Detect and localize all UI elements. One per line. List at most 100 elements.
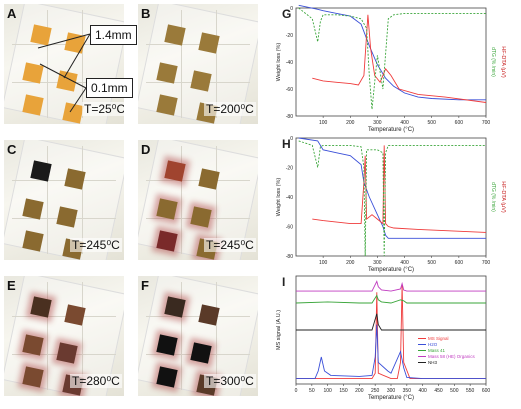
- panel-letter: A: [7, 6, 17, 21]
- x-tick-label: 100: [319, 120, 328, 126]
- x-tick-label: 400: [400, 260, 409, 266]
- sample-square: [164, 160, 186, 182]
- series-line-i-3: [296, 280, 486, 292]
- chart-area: G 100 200 300 400 500 600 700 Temperature (°C) 0 -…: [276, 4, 506, 401]
- x-tick-label: 250: [371, 388, 380, 394]
- y-axis-label: Weight loss (%): [276, 178, 282, 217]
- y2-axis-label: dTG (% /min): [490, 47, 496, 77]
- depth-callout: 0.1mm: [86, 78, 133, 98]
- x-tick-label: 600: [455, 120, 464, 126]
- legend-entry: H2O: [428, 342, 438, 347]
- x-tick-label: 200: [355, 388, 364, 394]
- x-tick-label: 700: [482, 260, 491, 266]
- y-tick-label: -20: [286, 33, 293, 39]
- panel-letter: E: [7, 278, 16, 293]
- legend-entry: Mass 41: [428, 348, 446, 353]
- legend-entry: Mass 58 (HE) Organics: [428, 354, 476, 359]
- sample-square: [22, 334, 44, 356]
- panel-letter: C: [7, 142, 17, 157]
- panel-letter: D: [141, 142, 151, 157]
- series-line-h-0: [298, 137, 486, 239]
- sample-square: [64, 168, 86, 190]
- y2-axis-label: dTG (% /min): [490, 182, 496, 212]
- sample-square: [156, 334, 178, 356]
- chart-letter-i: I: [282, 275, 285, 289]
- series-line-h-1: [312, 145, 487, 233]
- sample-square: [22, 198, 44, 220]
- x-tick-label: 500: [428, 260, 437, 266]
- series-line-i-0: [296, 284, 486, 380]
- series-line-h-2: [298, 140, 486, 257]
- photo-panel-c: C T=245⁰C: [4, 140, 124, 260]
- sample-square: [190, 342, 212, 364]
- y-axis-label: MS signal (A.U.): [276, 310, 282, 350]
- x-tick-label: 700: [482, 120, 491, 126]
- y-tick-label: -80: [286, 254, 293, 260]
- x-tick-label: 200: [346, 260, 355, 266]
- thickness-callout: 1.4mm: [90, 25, 137, 45]
- sample-square: [30, 296, 52, 318]
- y-tick-label: -80: [286, 114, 293, 120]
- x-tick-label: 200: [346, 120, 355, 126]
- panel-temperature: T=245⁰C: [70, 238, 122, 252]
- y-tick-label: -20: [286, 166, 293, 172]
- x-tick-label: 550: [466, 388, 475, 394]
- x-axis-label: Temperature (°C): [368, 395, 414, 401]
- x-axis-label: Temperature (°C): [368, 127, 414, 133]
- panel-temperature: T=200⁰C: [204, 102, 256, 116]
- y3-axis-label: HF-DTA (µV): [500, 46, 506, 78]
- sample-square: [30, 160, 52, 182]
- x-tick-label: 600: [482, 388, 491, 394]
- x-tick-label: 600: [455, 260, 464, 266]
- chart-letter-g: G: [282, 7, 291, 21]
- panel-letter: B: [141, 6, 151, 21]
- y-tick-label: 0: [290, 136, 293, 142]
- sample-square: [198, 304, 220, 326]
- x-tick-label: 400: [418, 388, 427, 394]
- sample-square: [156, 230, 178, 252]
- x-tick-label: 500: [428, 120, 437, 126]
- sample-square: [56, 342, 78, 364]
- sample-square: [22, 230, 44, 252]
- chart-frame-g: [295, 7, 487, 117]
- photo-panel-a: A T=25⁰C: [4, 4, 124, 124]
- sample-square: [190, 206, 212, 228]
- x-tick-label: 400: [400, 120, 409, 126]
- y-tick-label: -60: [286, 87, 293, 93]
- series-line-i-1: [296, 324, 486, 380]
- series-line-i-4: [296, 313, 486, 331]
- sample-square: [64, 304, 86, 326]
- x-tick-label: 100: [323, 388, 332, 394]
- legend-entry: MS Signal: [428, 336, 449, 341]
- series-line-i-2: [295, 294, 486, 304]
- legend-entry: NH3: [428, 360, 437, 365]
- x-tick-label: 350: [403, 388, 412, 394]
- x-tick-label: 300: [373, 120, 382, 126]
- sample-square: [156, 366, 178, 388]
- y-tick-label: -40: [286, 195, 293, 201]
- x-tick-label: 300: [373, 260, 382, 266]
- panel-letter: F: [141, 278, 149, 293]
- callout-pointer-lines: [37, 33, 91, 113]
- sample-square: [164, 296, 186, 318]
- panel-temperature: T=300⁰C: [204, 374, 256, 388]
- x-axis-label: Temperature (°C): [368, 267, 414, 273]
- y-tick-label: -60: [286, 225, 293, 231]
- x-tick-label: 450: [434, 388, 443, 394]
- sample-square: [56, 206, 78, 228]
- x-tick-label: 100: [319, 260, 328, 266]
- chart-letter-h: H: [282, 137, 291, 151]
- panel-temperature: T=245⁰C: [204, 238, 256, 252]
- y3-axis-label: HF-DTA (µV): [500, 181, 506, 213]
- x-tick-label: 150: [339, 388, 348, 394]
- x-tick-label: 500: [450, 388, 459, 394]
- x-tick-label: 300: [387, 388, 396, 394]
- series-line-g-2: [298, 7, 486, 110]
- y-tick-label: 0: [290, 6, 293, 12]
- photo-panel-d: D T=245⁰C: [138, 140, 258, 260]
- sample-square: [156, 198, 178, 220]
- y-tick-label: -40: [286, 60, 293, 66]
- panel-temperature: T=280⁰C: [70, 374, 122, 388]
- sample-square: [22, 366, 44, 388]
- chart-frame-h: [295, 137, 487, 257]
